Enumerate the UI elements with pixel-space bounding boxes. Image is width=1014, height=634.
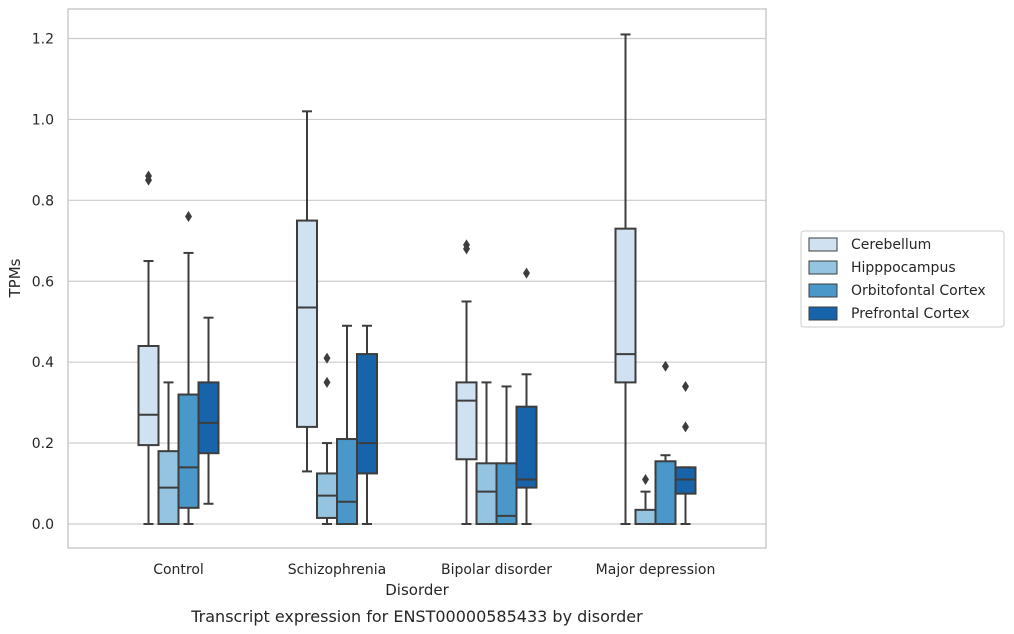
box-1-0 [157,381,180,525]
box-iqr [475,462,498,525]
box-0-0 [137,170,160,525]
box-iqr [356,353,378,475]
box-2-1 [336,324,358,526]
box-iqr [634,508,657,525]
box-2-0 [177,211,200,525]
y-axis-label: TPMs [6,258,24,298]
box-iqr [336,438,358,526]
box-3-3 [674,380,697,525]
box-1-3 [634,473,657,525]
x-axis-ticks: Control Schizophrenia Bipolar disorder Majo… [153,562,715,578]
box-3-1 [356,324,378,525]
x-axis-label: Disorder [385,581,449,599]
x-tick-label: Bipolar disorder [441,562,552,578]
legend-swatch [808,237,838,252]
legend-label: Prefrontal Cortex [851,306,970,322]
box-iqr [455,381,478,461]
y-tick-label: 0.6 [32,274,54,290]
box-series [137,33,697,526]
outlier-point [682,380,689,392]
legend-label: Hipppocampus [851,260,956,276]
x-tick-label: Major depression [596,562,716,578]
outlier-point [662,360,669,372]
legend-frame [800,230,1005,328]
outlier-point [185,211,192,223]
box-3-2 [515,267,538,525]
outlier-point [323,352,331,364]
y-tick-label: 0.4 [32,355,54,371]
box-3-0 [197,316,220,505]
legend: Cerebellum Hipppocampus Orbitofontal Corte… [800,230,1005,328]
figure-caption: Transcript expression for ENST0000058543… [190,607,643,626]
x-tick-label: Schizophrenia [288,562,386,578]
box-iqr [654,460,677,525]
y-tick-label: 0.2 [32,436,54,452]
outlier-point [145,170,152,182]
legend-swatch [808,306,838,321]
outlier-point [463,239,470,251]
box-iqr [495,462,518,525]
y-tick-label: 0.0 [32,517,54,533]
legend-items: Cerebellum Hipppocampus Orbitofontal Corte… [808,237,986,322]
y-tick-label: 1.0 [32,112,54,128]
box-iqr [177,393,200,509]
outlier-point [323,376,331,388]
box-iqr [296,219,318,428]
legend-swatch [808,260,838,275]
outlier-point [642,473,649,485]
box-0-1 [296,110,318,473]
outlier-point [523,267,530,279]
outlier-point [682,421,689,433]
y-tick-label: 0.8 [32,193,54,209]
box-0-2 [455,239,478,525]
box-iqr [197,381,220,455]
legend-swatch [808,283,838,298]
y-tick-label: 1.2 [32,32,54,48]
box-1-2 [475,381,498,525]
legend-label: Orbitofontal Cortex [851,283,986,299]
legend-label: Cerebellum [851,237,931,253]
y-axis-ticks: 0.0 0.2 0.4 0.6 0.8 1.0 1.2 [32,32,54,534]
box-2-2 [495,385,518,525]
x-tick-label: Control [153,562,204,578]
box-iqr [674,466,697,495]
box-iqr [515,405,538,489]
box-iqr [614,227,637,384]
box-iqr [137,344,160,447]
box-0-3 [614,33,637,525]
